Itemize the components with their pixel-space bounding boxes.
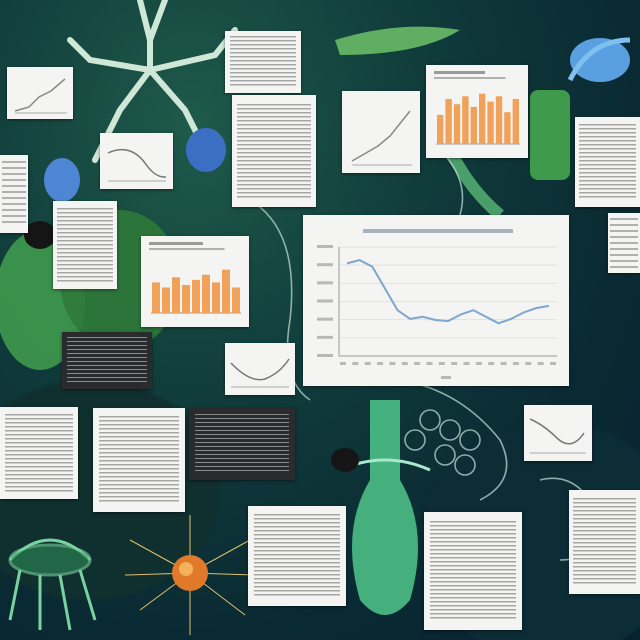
header-text-line	[434, 77, 506, 79]
jellyfish-illustration	[8, 538, 97, 631]
document-card	[524, 405, 592, 461]
document-card	[248, 506, 346, 606]
x-tick-label	[364, 362, 371, 365]
y-tick-label	[317, 263, 333, 267]
text-lines	[429, 521, 517, 621]
document-card	[424, 512, 522, 630]
x-tick-label	[550, 362, 556, 365]
x-tick-label	[475, 362, 482, 365]
x-tick-label	[451, 362, 458, 365]
bar-mark	[512, 98, 519, 144]
bar-mark	[172, 277, 180, 313]
x-axis-label	[441, 376, 451, 379]
bar-mark	[152, 282, 160, 313]
text-lines	[609, 217, 639, 269]
text-lines	[98, 416, 180, 504]
bar-chart-card	[426, 65, 528, 158]
chart-title-text	[363, 229, 513, 233]
document-card	[569, 490, 640, 594]
bar-mark	[453, 104, 461, 144]
bar-mark	[479, 93, 486, 144]
bar-mark	[222, 269, 230, 313]
mini-line-plot	[14, 78, 67, 114]
mini-curve-plot	[107, 148, 167, 182]
line-chart-card	[303, 215, 569, 386]
x-tick-label	[512, 362, 519, 365]
document-card	[0, 407, 78, 499]
bar-mark	[445, 98, 452, 144]
bar-mark	[495, 96, 503, 144]
header-text-line	[149, 242, 203, 245]
bar-mark	[212, 282, 220, 313]
line-chart-main	[317, 229, 557, 379]
mini-curve-plot	[529, 418, 586, 454]
text-lines	[229, 35, 297, 89]
text-lines	[237, 103, 311, 199]
bar-chart-card	[141, 236, 249, 327]
x-tick-label	[389, 362, 396, 365]
y-tick-label	[317, 317, 333, 321]
mini-line-plot	[351, 110, 412, 166]
x-tick-label	[500, 362, 507, 365]
document-card	[53, 201, 117, 289]
x-tick-label	[525, 362, 532, 365]
text-lines	[56, 208, 114, 282]
y-tick-label	[317, 281, 333, 285]
bar-mark	[437, 114, 444, 144]
document-card	[7, 67, 73, 119]
text-lines	[573, 498, 636, 586]
document-card	[342, 91, 420, 173]
x-tick-label	[537, 362, 544, 365]
bar-chart-mid	[149, 242, 241, 314]
text-lines	[1, 161, 27, 227]
y-tick-label	[317, 335, 333, 339]
bar-mark	[162, 287, 170, 313]
screen-card	[62, 332, 152, 389]
header-text-line	[149, 248, 225, 250]
text-lines	[253, 514, 341, 598]
document-card	[225, 343, 295, 395]
document-card	[608, 213, 640, 273]
mini-curve-plot	[230, 358, 290, 388]
screen-card	[189, 408, 295, 480]
x-tick-label	[377, 362, 384, 365]
blue-flower-illustration	[44, 37, 631, 202]
bar-mark	[462, 96, 469, 144]
x-tick-label	[414, 362, 421, 365]
x-tick-label	[401, 362, 408, 365]
bar-mark	[202, 274, 210, 313]
bar-chart-top	[434, 71, 520, 145]
bar-mark	[470, 106, 477, 144]
document-card	[0, 155, 28, 233]
y-tick-label	[317, 354, 333, 357]
x-tick-label	[488, 362, 495, 365]
document-card	[232, 95, 316, 207]
series-line	[346, 259, 550, 325]
x-tick-label	[340, 362, 346, 365]
x-tick-label	[352, 362, 359, 365]
document-card	[93, 408, 185, 512]
text-lines	[195, 413, 289, 475]
y-tick-label	[317, 299, 333, 303]
document-card	[100, 133, 173, 189]
document-card	[575, 117, 640, 207]
bar-mark	[182, 284, 190, 313]
bar-mark	[487, 101, 494, 144]
x-tick-label	[426, 362, 433, 365]
text-lines	[67, 336, 147, 385]
header-text-line	[434, 71, 485, 74]
green-vase-illustration	[339, 400, 431, 615]
bar-mark	[504, 112, 511, 144]
orange-cell-illustration	[124, 515, 256, 635]
bar-mark	[232, 287, 240, 313]
x-tick-label	[463, 362, 470, 365]
document-card	[225, 31, 301, 93]
x-tick-label	[438, 362, 445, 365]
text-lines	[4, 414, 74, 492]
text-lines	[578, 124, 637, 200]
y-tick-label	[317, 245, 333, 248]
bar-mark	[192, 279, 200, 313]
dark-creature-illustration	[24, 221, 359, 472]
